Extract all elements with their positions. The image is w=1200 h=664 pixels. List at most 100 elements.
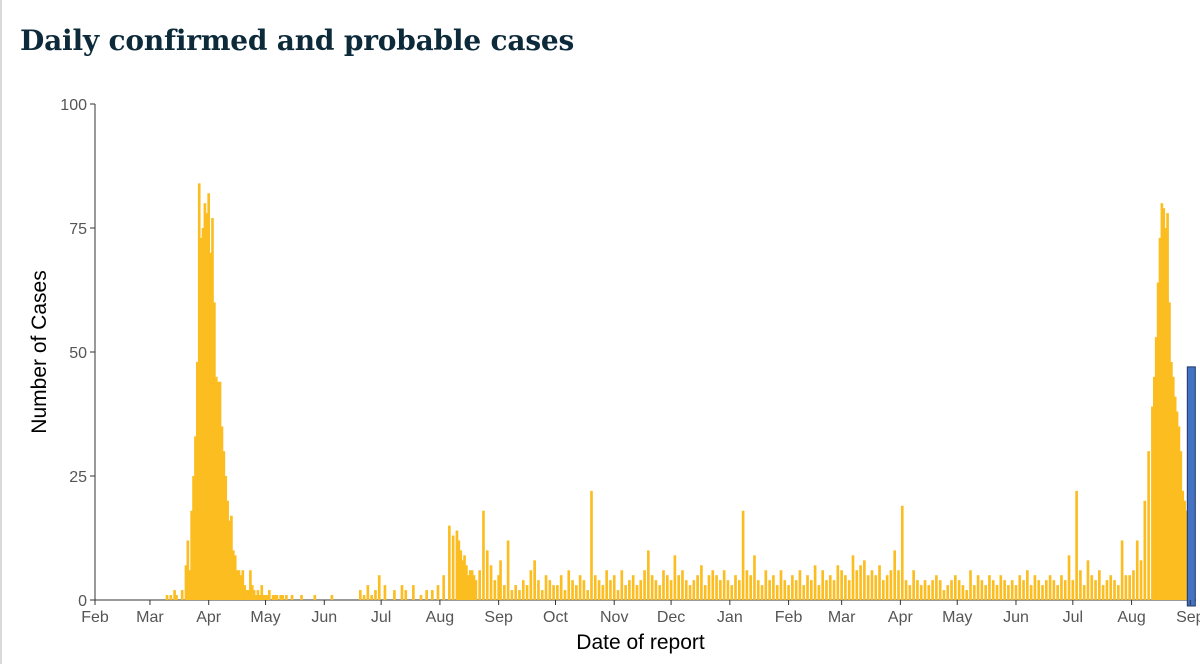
chart-bar bbox=[647, 550, 650, 600]
chart-bar bbox=[213, 302, 216, 600]
chart-bar bbox=[980, 580, 984, 600]
chart-bar bbox=[1162, 208, 1166, 600]
chart-bar bbox=[459, 550, 463, 600]
chart-bar bbox=[472, 575, 476, 600]
chart-bar bbox=[923, 580, 927, 600]
chart-bar bbox=[919, 585, 923, 600]
chart-bar bbox=[935, 575, 938, 600]
chart-bar bbox=[1164, 228, 1167, 600]
chart-bar bbox=[300, 595, 303, 600]
chart-bar bbox=[1156, 282, 1160, 600]
chart-bar bbox=[188, 570, 192, 600]
chart-bar bbox=[201, 228, 205, 600]
chart-bar bbox=[470, 570, 474, 600]
chart-bar bbox=[665, 575, 669, 600]
chart-bar bbox=[366, 585, 370, 600]
chart-bar bbox=[173, 590, 176, 600]
chart-bar bbox=[1063, 580, 1067, 600]
chart-bar bbox=[590, 490, 593, 600]
chart-bar bbox=[455, 530, 459, 600]
chart-bar bbox=[190, 510, 193, 600]
chart-bar bbox=[593, 575, 597, 600]
chart-bar bbox=[1041, 585, 1044, 600]
x-tick-label: Aug bbox=[1117, 609, 1145, 626]
x-tick-label: Jan bbox=[717, 609, 743, 626]
chart-bar bbox=[1147, 451, 1150, 600]
x-tick-label: Feb bbox=[775, 609, 803, 626]
chart-bar bbox=[226, 500, 229, 600]
chart-bar bbox=[844, 575, 847, 600]
chart-bar bbox=[813, 565, 817, 600]
chart-bar bbox=[938, 580, 942, 600]
chart-bar bbox=[230, 515, 233, 600]
chart-bar bbox=[468, 570, 472, 600]
chart-bar bbox=[840, 570, 843, 600]
chart-bar bbox=[1132, 570, 1135, 600]
chart-bar bbox=[533, 560, 536, 600]
chart-bar bbox=[1139, 560, 1143, 600]
chart-bar bbox=[707, 575, 711, 600]
chart-bar bbox=[760, 585, 764, 600]
chart-bar bbox=[197, 183, 201, 601]
chart-bar bbox=[700, 565, 703, 600]
chart-bar bbox=[658, 585, 662, 600]
chart-bar bbox=[597, 580, 601, 600]
chart-bar bbox=[544, 575, 548, 600]
chart-bar bbox=[931, 580, 934, 600]
chart-bar bbox=[669, 580, 673, 600]
chart-bar bbox=[1116, 585, 1120, 600]
x-tick-label: Mar bbox=[828, 609, 856, 626]
chart-bar bbox=[1037, 580, 1041, 600]
chart-bar bbox=[791, 575, 794, 600]
chart-bar bbox=[465, 565, 468, 600]
chart-bar bbox=[571, 580, 574, 600]
chart-bar bbox=[374, 590, 377, 600]
chart-bar bbox=[927, 585, 931, 600]
chart-bar bbox=[1090, 575, 1094, 600]
chart-bar bbox=[794, 580, 798, 600]
chart-bar bbox=[290, 595, 294, 600]
chart-bar bbox=[1079, 570, 1082, 600]
chart-bar bbox=[537, 580, 540, 600]
x-axis-title: Date of report bbox=[576, 631, 705, 654]
chart-bar bbox=[216, 381, 220, 600]
chart-bar bbox=[893, 550, 897, 600]
chart-bar bbox=[222, 451, 226, 600]
chart-bar bbox=[186, 540, 190, 600]
chart-bar bbox=[772, 575, 775, 600]
chart-bar bbox=[798, 570, 802, 600]
chart-bar bbox=[946, 585, 950, 600]
chart-bar bbox=[954, 575, 957, 600]
chart-bar bbox=[235, 570, 239, 600]
chart-bar bbox=[836, 565, 840, 600]
chart-bar bbox=[806, 575, 809, 600]
x-tick-label: Mar bbox=[136, 609, 164, 626]
chart-bar bbox=[436, 585, 440, 600]
chart-bar bbox=[900, 505, 904, 600]
chart-bar bbox=[749, 575, 752, 600]
chart-bar bbox=[673, 555, 677, 600]
chart-bar bbox=[802, 585, 806, 600]
chart-bar bbox=[1177, 426, 1181, 600]
chart-bar bbox=[1154, 337, 1158, 600]
x-tick-label: Jul bbox=[1063, 609, 1083, 626]
chart-bar bbox=[696, 575, 699, 600]
chart-bar bbox=[912, 570, 915, 600]
chart-bar bbox=[984, 585, 987, 600]
chart-bar bbox=[279, 595, 283, 600]
chart-bar bbox=[1128, 575, 1131, 600]
chart-bar bbox=[991, 580, 995, 600]
x-tick-label: Dec bbox=[657, 609, 685, 626]
chart-bar bbox=[243, 585, 247, 600]
chart-bar bbox=[233, 555, 237, 600]
chart-bar bbox=[677, 575, 680, 600]
chart-bar bbox=[497, 575, 500, 600]
chart-bar bbox=[889, 570, 893, 600]
chart-bar bbox=[271, 595, 275, 600]
chart-bar bbox=[601, 585, 605, 600]
chart-bar bbox=[273, 595, 277, 600]
chart-bar bbox=[828, 575, 832, 600]
chart-bar bbox=[779, 570, 783, 600]
chart-bar bbox=[1014, 585, 1018, 600]
chart-bar bbox=[521, 580, 525, 600]
